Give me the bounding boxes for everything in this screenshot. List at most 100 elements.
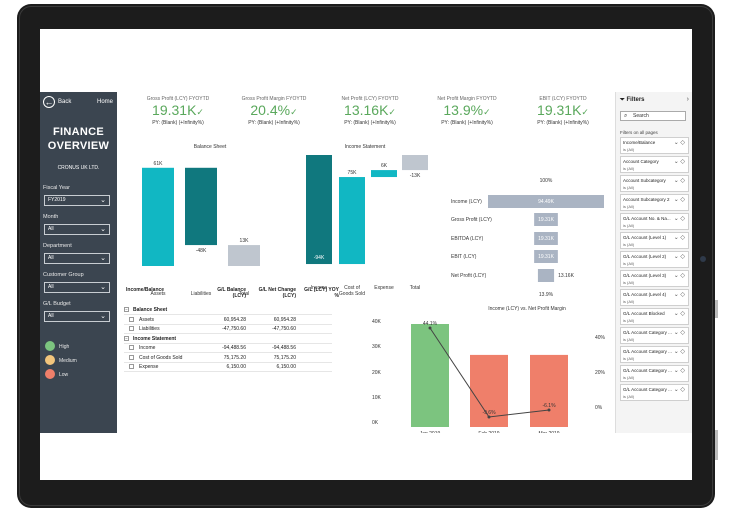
legend-high-dot: [45, 341, 55, 351]
funnel-bar[interactable]: [488, 195, 604, 208]
funnel-bar[interactable]: [534, 250, 558, 263]
customer-group-select[interactable]: All ⌄: [44, 282, 110, 293]
chevron-down-icon[interactable]: ⌄ ◇: [673, 140, 685, 146]
table-row[interactable]: Expense 6,150.00 6,150.00: [124, 363, 332, 372]
data-label: -94K: [314, 255, 325, 261]
filter-card-value: is (All): [623, 356, 635, 361]
profit-funnel-chart[interactable]: 100% Income (LCY) 94.49K Gross Profit (LCY)…: [451, 178, 604, 298]
kpi-card[interactable]: Net Profit Margin FYOYTD 13.9%✓ PY: (Bla…: [421, 96, 513, 126]
legend-medium-label: Medium: [59, 358, 77, 364]
legend-medium-dot: [45, 355, 55, 365]
margin-point: [547, 408, 551, 412]
gl-budget-select[interactable]: All ⌄: [44, 311, 110, 322]
kpi-card[interactable]: EBIT (LCY) FYOYTD 19.31K✓ PY: (Blank) (+…: [517, 96, 609, 126]
expand-collapse-icon[interactable]: −: [124, 335, 129, 341]
filter-card[interactable]: G/L Account Blocked is (All) ⌄ ◇: [620, 308, 689, 325]
kpi-card[interactable]: Gross Profit (LCY) FYOYTD 19.31K✓ PY: (B…: [132, 96, 224, 126]
funnel-bar[interactable]: [534, 232, 558, 245]
funnel-bar[interactable]: [534, 213, 558, 226]
balance-bar[interactable]: [142, 167, 174, 266]
expand-collapse-icon[interactable]: [129, 364, 134, 369]
filter-card[interactable]: Income/Balance is (All) ⌄ ◇: [620, 137, 689, 154]
chevron-down-icon[interactable]: ⌄ ◇: [673, 387, 685, 393]
income-bar[interactable]: [530, 354, 568, 427]
col-header-income-balance[interactable]: Income/Balance: [126, 287, 165, 293]
chevron-down-icon[interactable]: ⌄ ◇: [673, 216, 685, 222]
filter-card[interactable]: G/L Account (Level 1) is (All) ⌄ ◇: [620, 232, 689, 249]
data-label: 44.1%: [423, 321, 438, 327]
expand-collapse-icon[interactable]: [129, 345, 134, 350]
col-header-gl-yoy[interactable]: G/L (LCY) YOY %: [304, 287, 339, 299]
chevron-down-icon[interactable]: ⌄ ◇: [673, 178, 685, 184]
expand-collapse-icon[interactable]: −: [124, 307, 129, 312]
filter-card[interactable]: Account Subcategory is (All) ⌄ ◇: [620, 175, 689, 192]
col-header-gl-balance[interactable]: G/L Balance (LCY): [217, 287, 246, 299]
income-bar[interactable]: [306, 155, 332, 265]
filter-card-value: is (All): [623, 318, 635, 323]
back-arrow-icon[interactable]: ←: [43, 96, 55, 108]
chevron-down-icon[interactable]: ⌄ ◇: [673, 235, 685, 241]
filter-card[interactable]: G/L Account Category ... is (All) ⌄ ◇: [620, 384, 689, 401]
filter-card[interactable]: G/L Account (Level 2) is (All) ⌄ ◇: [620, 251, 689, 268]
filter-card[interactable]: G/L Account Category ... is (All) ⌄ ◇: [620, 346, 689, 363]
income-statement-chart[interactable]: Income Statement -94K Income 75K Cost ofGood…: [306, 144, 428, 297]
filter-card[interactable]: G/L Account (Level 3) is (All) ⌄ ◇: [620, 270, 689, 287]
fiscal-year-select[interactable]: FY2019 ⌄: [44, 195, 110, 206]
expand-collapse-icon[interactable]: [129, 316, 134, 322]
chevron-down-icon[interactable]: ⌄ ◇: [673, 254, 685, 260]
gl-net-change-cell: 75,175.20: [273, 354, 296, 361]
gl-budget-value: All: [48, 313, 54, 319]
kpi-prior-year: PY: (Blank) (+Infinity%): [344, 120, 396, 126]
expand-collapse-icon[interactable]: [129, 326, 134, 331]
chevron-down-icon[interactable]: ⌄ ◇: [673, 368, 685, 374]
table-row[interactable]: Assets 60,954.28 60,954.28: [124, 316, 332, 325]
gl-balance-cell: 75,175.20: [223, 354, 246, 361]
month-select[interactable]: All ⌄: [44, 224, 110, 235]
funnel-bar[interactable]: [537, 269, 555, 282]
income-bar[interactable]: [402, 155, 428, 171]
table-row[interactable]: Income -94,488.56 -94,488.56: [124, 344, 332, 353]
table-row[interactable]: − Income Statement: [124, 335, 332, 344]
table-row[interactable]: Liabilities -47,750.60 -47,750.60: [124, 325, 332, 334]
chevron-down-icon[interactable]: ⌄ ◇: [673, 197, 685, 203]
chevron-down-icon[interactable]: ⌄ ◇: [673, 159, 685, 165]
filters-search-input[interactable]: ⌕ Search: [620, 111, 686, 121]
back-button[interactable]: Back: [58, 99, 72, 105]
home-button[interactable]: Home: [97, 99, 114, 105]
col-header-gl-net-change[interactable]: G/L Net Change (LCY): [258, 287, 296, 299]
filter-card[interactable]: G/L Account No. & Na... is (All) ⌄ ◇: [620, 213, 689, 230]
income-bar[interactable]: [371, 170, 397, 178]
kpi-card[interactable]: Gross Profit Margin FYOYTD 20.4%✓ PY: (B…: [228, 96, 320, 126]
funnel-category: EBIT (LCY): [451, 254, 477, 260]
department-select[interactable]: All ⌄: [44, 253, 110, 264]
income-bar[interactable]: [470, 354, 508, 427]
kpi-card[interactable]: Net Profit (LCY) FYOYTD 13.16K✓ PY: (Bla…: [324, 96, 416, 126]
filter-card[interactable]: Account Category is (All) ⌄ ◇: [620, 156, 689, 173]
collapse-chevron-icon[interactable]: ›: [686, 96, 689, 103]
chevron-down-icon[interactable]: ⌄ ◇: [673, 273, 685, 279]
filter-card[interactable]: Account Subcategory 2 is (All) ⌄ ◇: [620, 194, 689, 211]
table-row[interactable]: Cost of Goods Sold 75,175.20 75,175.20: [124, 354, 332, 363]
report-canvas: ← Back Home FINANCE OVERVIEW CRONUS UK L…: [40, 92, 692, 433]
gl-balance-cell: -94,488.56: [222, 345, 246, 351]
balance-bar[interactable]: [185, 167, 217, 246]
table-row[interactable]: − Balance Sheet: [124, 306, 332, 315]
balance-sheet-chart[interactable]: Balance Sheet 61K Assets -48K Liabilities 13K…: [142, 144, 260, 297]
margin-point: [428, 326, 432, 330]
filter-card[interactable]: G/L Account (Level 4) is (All) ⌄ ◇: [620, 289, 689, 306]
month-label: Month: [43, 214, 59, 220]
income-vs-margin-chart[interactable]: Income (LCY) vs. Net Profit Margin 40K 30K…: [372, 306, 606, 433]
filter-card-value: is (All): [623, 299, 635, 304]
filter-card-value: is (All): [623, 242, 635, 247]
balance-bar[interactable]: [228, 245, 260, 266]
filter-card[interactable]: G/L Account Category ... is (All) ⌄ ◇: [620, 365, 689, 382]
y-axis-tick: 0K: [372, 420, 379, 426]
chevron-down-icon[interactable]: ⌄ ◇: [673, 330, 685, 336]
chevron-down-icon[interactable]: ⌄ ◇: [673, 349, 685, 355]
expand-collapse-icon[interactable]: [129, 354, 134, 360]
income-bar[interactable]: [411, 324, 449, 427]
chevron-down-icon[interactable]: ⌄ ◇: [673, 311, 685, 317]
chevron-down-icon[interactable]: ⌄ ◇: [673, 292, 685, 298]
income-bar[interactable]: [339, 177, 365, 265]
filter-card[interactable]: G/L Account Category ... is (All) ⌄ ◇: [620, 327, 689, 344]
